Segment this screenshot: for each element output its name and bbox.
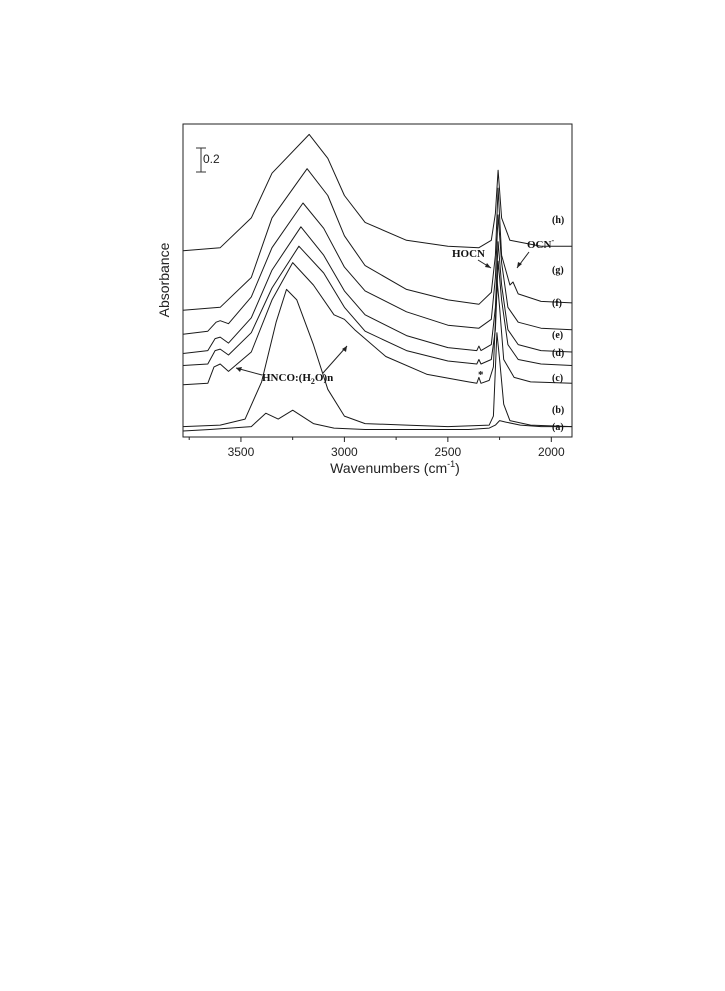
star-marker: *	[478, 369, 484, 381]
curve-labels: (h) (g) (f) (e) (d) (c) (b) (a)	[552, 215, 564, 433]
series-line-a	[182, 409, 572, 432]
curve-label-e: (e)	[552, 330, 563, 341]
x-tick-label: 2000	[538, 445, 565, 459]
hocn-annotation: HOCN	[452, 248, 492, 269]
x-axis-ticks: 3500 3000 2500 2000	[188, 437, 565, 459]
ocn-label-main: OCN	[527, 239, 552, 251]
x-axis-label-close: )	[455, 460, 460, 476]
series-line-c	[182, 262, 573, 386]
series-line-e	[182, 226, 573, 354]
y-axis-label: Absorbance	[156, 242, 172, 317]
hnco-arrowhead-left	[236, 367, 242, 372]
curve-label-f: (f)	[552, 298, 562, 309]
ocn-label: OCN-	[527, 236, 554, 251]
hnco-arrow-right	[322, 345, 348, 374]
x-tick-label: 3000	[331, 445, 358, 459]
curve-label-a: (a)	[552, 422, 564, 433]
x-axis-label-sup: -1	[447, 459, 455, 469]
series-line-d	[182, 245, 573, 366]
hnco-label-main: HNCO:(H	[262, 372, 311, 384]
hnco-label-end: O)n	[315, 372, 333, 384]
x-tick-label: 2500	[434, 445, 461, 459]
curve-label-g: (g)	[552, 265, 564, 276]
x-tick-label: 3500	[228, 445, 255, 459]
ocn-annotation: OCN-	[516, 236, 554, 269]
ocn-label-sup: -	[551, 236, 554, 245]
scale-bar-label: 0.2	[203, 152, 220, 166]
series-layer	[182, 133, 573, 432]
hnco-arrowhead-right	[342, 346, 347, 352]
series-line-b	[182, 288, 573, 428]
series-line-g	[182, 168, 573, 311]
curve-label-h: (h)	[552, 215, 564, 226]
curve-label-c: (c)	[552, 373, 563, 384]
hnco-label-sub: 2	[311, 377, 315, 386]
hnco-annotation: HNCO:(H2O)n	[235, 345, 348, 386]
curve-label-d: (d)	[552, 348, 564, 359]
hocn-label: HOCN	[452, 248, 485, 260]
ocn-arrowhead	[517, 262, 522, 268]
hocn-arrowhead	[485, 263, 491, 268]
curve-label-b: (b)	[552, 405, 564, 416]
series-line-f	[182, 202, 573, 335]
x-axis-label-main: Wavenumbers (cm	[330, 460, 447, 476]
series-line-h	[182, 133, 572, 252]
x-axis-label: Wavenumbers (cm-1)	[330, 459, 460, 476]
plot-frame	[182, 123, 573, 438]
hnco-label: HNCO:(H2O)n	[262, 372, 333, 386]
absorbance-scale-bar: 0.2	[196, 147, 220, 173]
